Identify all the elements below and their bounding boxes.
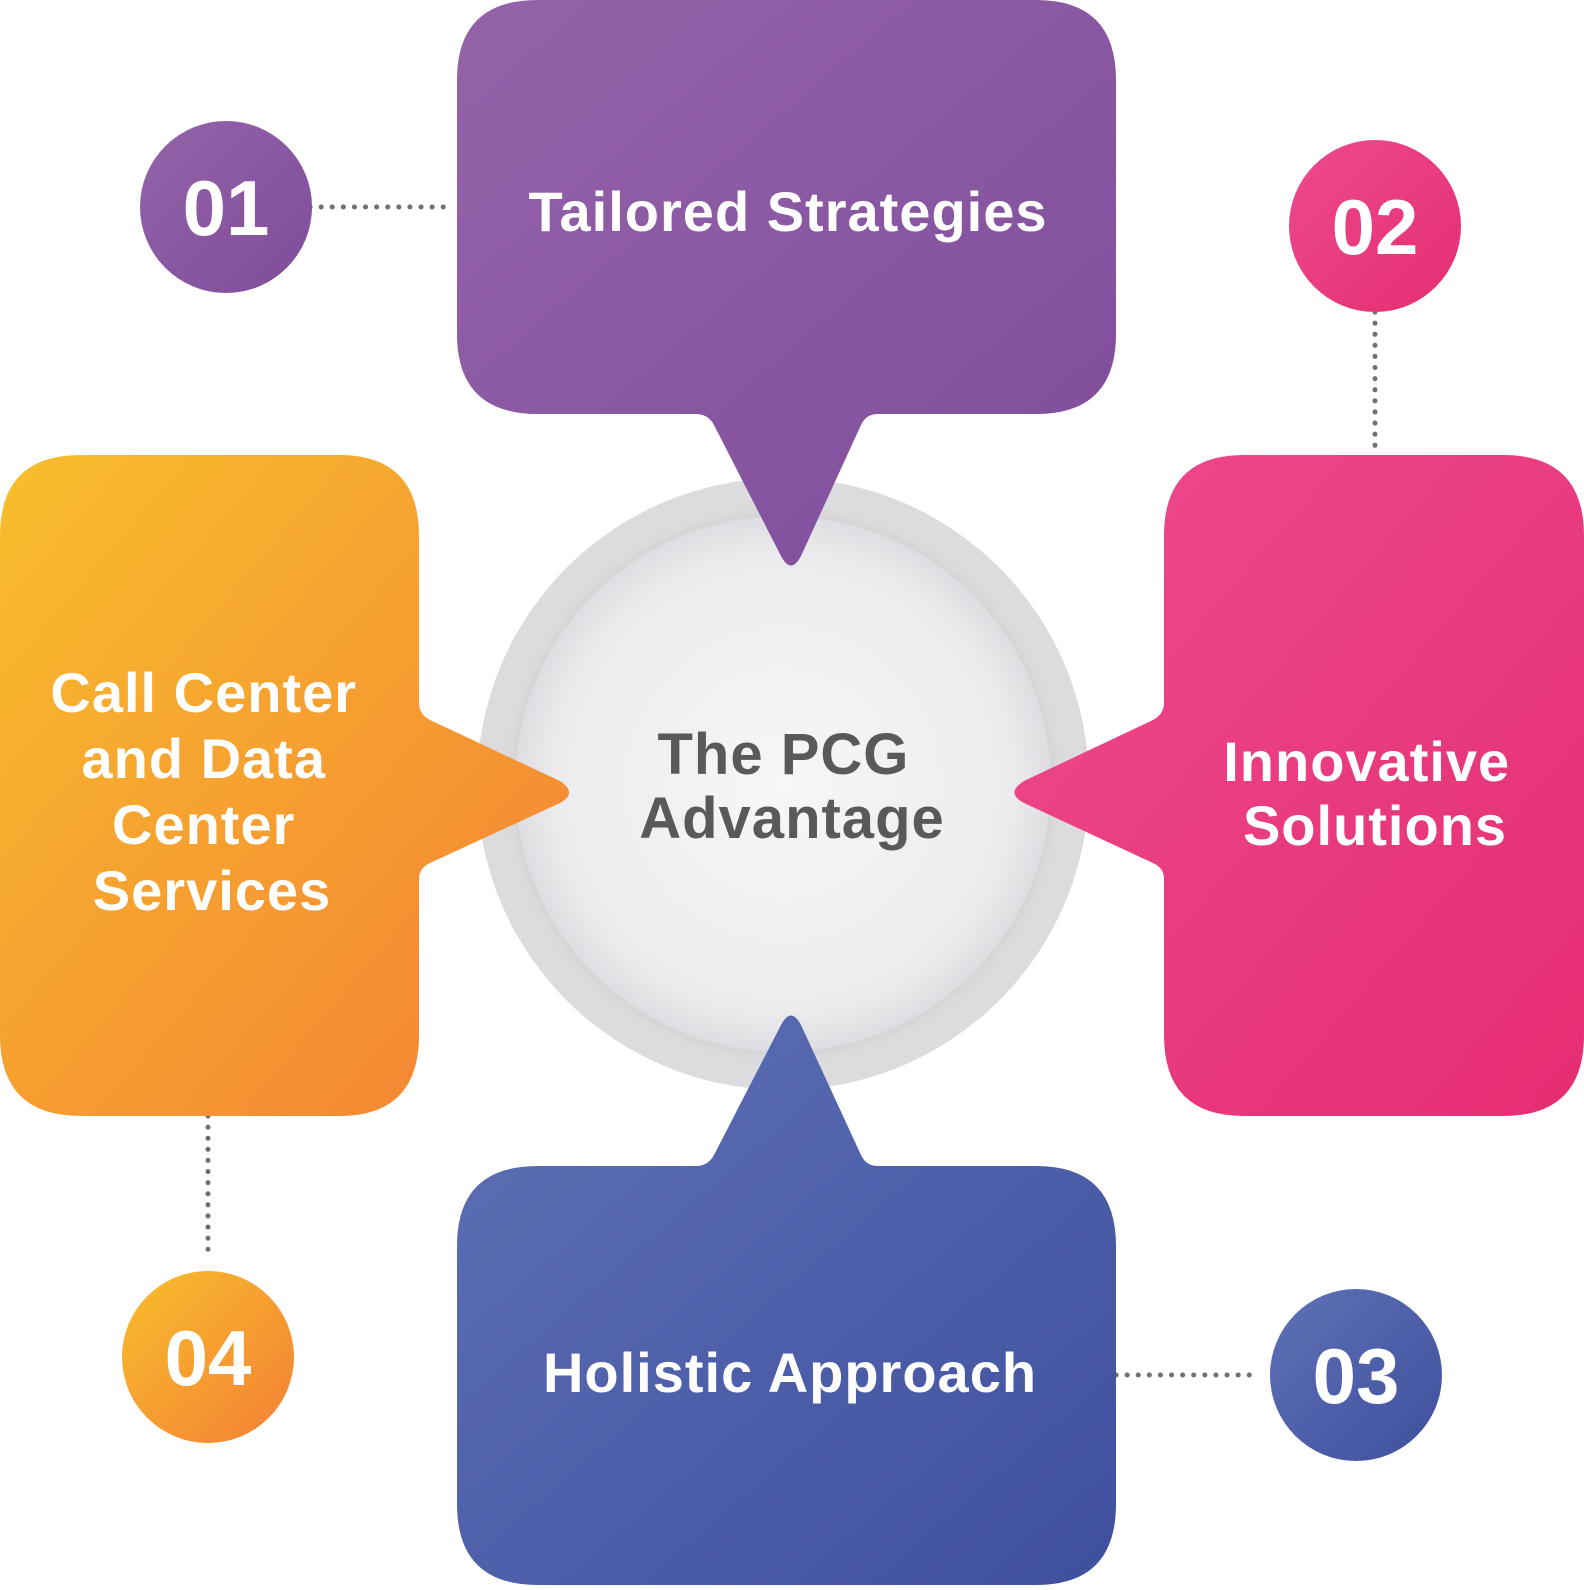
badge-03: 03 <box>1270 1289 1442 1461</box>
label-line: Innovative <box>1223 730 1510 793</box>
center-title: The PCG Advantage <box>639 722 945 851</box>
callout-tailored-strategies: Tailored Strategies <box>457 0 1116 566</box>
callout-shape-top <box>457 0 1116 566</box>
callout-call-center-services: Call Center and Data Center Services <box>0 455 569 1116</box>
label-line: Solutions <box>1243 794 1507 857</box>
center-title-line: The PCG <box>657 722 909 787</box>
label-holistic-approach: Holistic Approach <box>543 1341 1037 1404</box>
badge-number: 02 <box>1332 183 1419 271</box>
badge-number: 04 <box>165 1314 252 1402</box>
label-line: Tailored Strategies <box>528 180 1047 243</box>
label-tailored-strategies: Tailored Strategies <box>528 180 1047 243</box>
label-innovative-solutions: Innovative Solutions <box>1223 730 1527 857</box>
callout-innovative-solutions: Innovative Solutions <box>1015 455 1584 1116</box>
label-line: Holistic Approach <box>543 1341 1037 1404</box>
label-line: Center <box>112 793 295 856</box>
label-line: Call Center <box>50 661 357 724</box>
center-title-line: Advantage <box>639 786 945 851</box>
badge-02: 02 <box>1289 140 1461 312</box>
badge-01: 01 <box>140 121 312 293</box>
label-line: and Data <box>81 727 326 790</box>
callout-holistic-approach: Holistic Approach <box>457 1016 1116 1586</box>
label-line: Services <box>93 859 331 922</box>
callout-shape-bottom <box>457 1016 1116 1586</box>
badge-04: 04 <box>122 1271 294 1443</box>
badge-number: 03 <box>1313 1332 1400 1420</box>
badge-number: 01 <box>183 164 270 252</box>
